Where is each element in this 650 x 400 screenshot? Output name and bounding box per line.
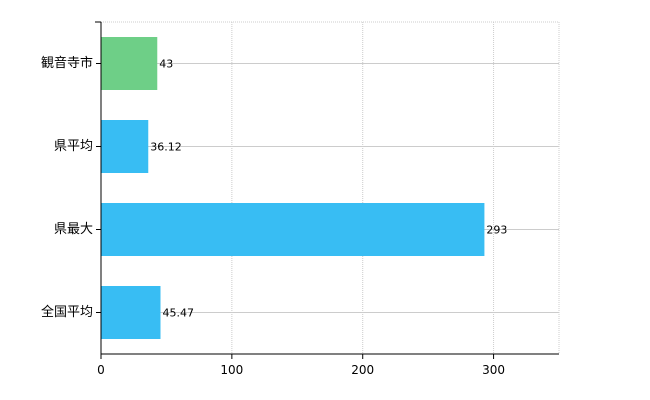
bar [101, 286, 161, 339]
bar [101, 37, 158, 90]
category-label: 県平均 [54, 139, 93, 154]
x-tick-label: 0 [97, 363, 105, 377]
data-label: 293 [486, 224, 507, 237]
grid [101, 21, 560, 354]
data-label: 43 [159, 58, 173, 71]
x-tick-label: 200 [351, 363, 374, 377]
axes [95, 21, 559, 359]
x-tick-label: 300 [482, 363, 505, 377]
bars [101, 37, 485, 339]
data-label: 45.47 [163, 307, 195, 320]
category-label: 観音寺市 [41, 55, 93, 71]
labels: 観音寺市 43 県平均 36.12 県最大 293 全国平均 45.47 0 100 200 300 [41, 55, 507, 377]
bar [101, 120, 149, 173]
data-label: 36.12 [150, 141, 182, 154]
category-label: 全国平均 [41, 304, 93, 320]
x-tick-label: 100 [220, 363, 243, 377]
bar [101, 203, 485, 256]
category-label: 県最大 [54, 222, 93, 237]
